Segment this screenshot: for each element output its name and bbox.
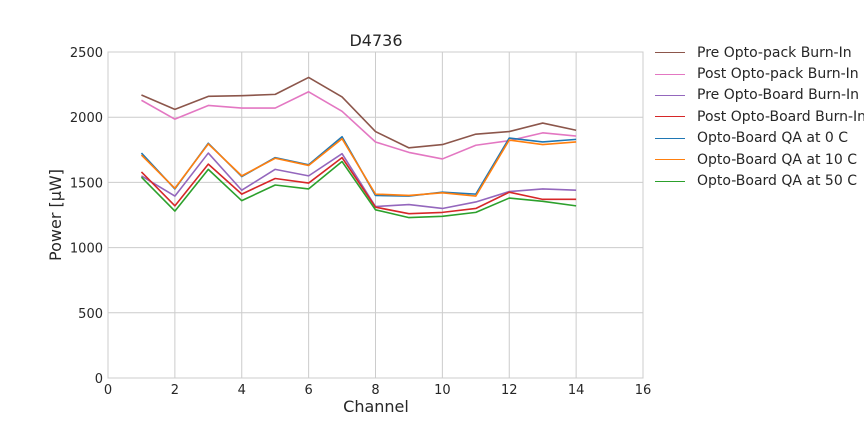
plot-frame xyxy=(107,51,644,379)
x-tick-label: 4 xyxy=(238,383,246,398)
legend-swatch xyxy=(655,73,685,75)
tick-labels: 0 2 4 6 8 10 12 14 16 0 500 1000 1500 2000 2500 xyxy=(70,46,651,398)
y-axis-label: Power [μW] xyxy=(46,169,65,261)
x-tick-label: 0 xyxy=(104,383,112,398)
y-tick-label: 2500 xyxy=(70,46,103,61)
grid xyxy=(107,51,644,379)
x-tick-label: 12 xyxy=(501,383,518,398)
legend-label: Post Opto-Board Burn-In xyxy=(697,108,864,125)
y-tick-label: 2000 xyxy=(70,111,103,126)
legend: Pre Opto-pack Burn-In Post Opto-pack Burn… xyxy=(655,42,864,192)
y-tick-label: 1500 xyxy=(70,176,103,191)
x-tick-label: 2 xyxy=(171,383,179,398)
legend-label: Opto-Board QA at 50 C xyxy=(697,173,857,190)
legend-swatch xyxy=(655,52,685,54)
legend-swatch xyxy=(655,180,685,182)
legend-item: Pre Opto-Board Burn-In xyxy=(655,85,864,106)
chart-title: D4736 xyxy=(349,31,402,50)
series-line-4 xyxy=(140,156,577,215)
x-tick-label: 16 xyxy=(635,383,652,398)
legend-swatch xyxy=(655,137,685,139)
legend-swatch xyxy=(655,116,685,118)
series-lines xyxy=(140,76,577,219)
series-line-3 xyxy=(141,152,577,210)
x-tick-label: 14 xyxy=(568,383,585,398)
series-line-2 xyxy=(141,90,577,160)
y-tick-label: 500 xyxy=(78,307,103,322)
y-tick-label: 1000 xyxy=(70,242,103,257)
series-line-7 xyxy=(140,160,577,219)
legend-item: Post Opto-pack Burn-In xyxy=(655,63,864,84)
series-line-6 xyxy=(140,137,577,197)
legend-item: Opto-Board QA at 10 C xyxy=(655,149,864,170)
legend-label: Pre Opto-pack Burn-In xyxy=(697,44,852,61)
series-line-1 xyxy=(141,76,577,149)
legend-label: Pre Opto-Board Burn-In xyxy=(697,87,859,104)
legend-item: Pre Opto-pack Burn-In xyxy=(655,42,864,63)
y-tick-label: 0 xyxy=(95,372,103,387)
legend-swatch xyxy=(655,159,685,161)
x-tick-label: 10 xyxy=(434,383,451,398)
legend-item: Post Opto-Board Burn-In xyxy=(655,106,864,127)
legend-label: Opto-Board QA at 10 C xyxy=(697,151,857,168)
legend-item: Opto-Board QA at 0 C xyxy=(655,128,864,149)
legend-swatch xyxy=(655,94,685,96)
legend-label: Opto-Board QA at 0 C xyxy=(697,130,849,147)
x-tick-label: 6 xyxy=(304,383,312,398)
legend-label: Post Opto-pack Burn-In xyxy=(697,66,859,83)
x-tick-label: 8 xyxy=(371,383,379,398)
x-axis-label: Channel xyxy=(343,397,409,416)
legend-item: Opto-Board QA at 50 C xyxy=(655,170,864,191)
